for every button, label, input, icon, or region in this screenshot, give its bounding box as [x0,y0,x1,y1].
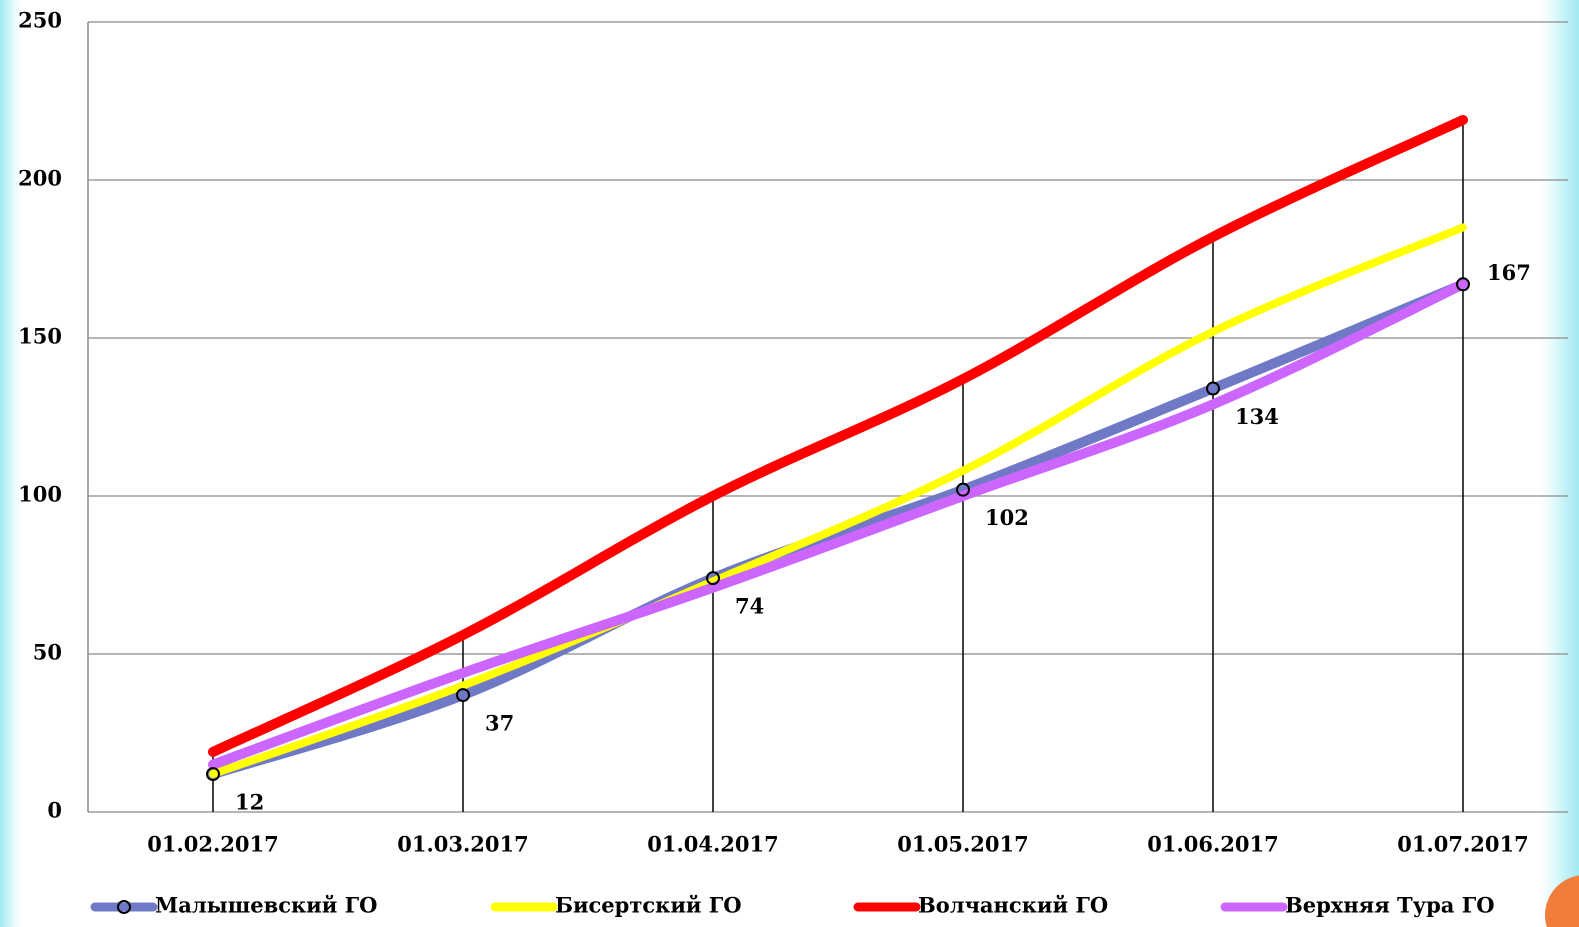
legend-label: Бисертский ГО [555,893,742,918]
series-line [208,279,1468,770]
y-tick-label: 50 [33,640,62,665]
y-tick-label: 0 [47,798,62,823]
data-label: 74 [735,594,764,619]
y-tick-label: 250 [18,8,62,33]
data-label: 12 [235,790,264,815]
data-label: 134 [1235,404,1279,429]
marker [206,767,220,782]
x-tick-label: 01.07.2017 [1397,832,1529,857]
marker [1206,381,1220,396]
x-tick-label: 01.04.2017 [647,832,779,857]
y-tick-label: 100 [18,482,62,507]
legend-label: Малышевский ГО [155,893,377,918]
legend-label: Волчанский ГО [918,893,1108,918]
data-label: 102 [985,505,1029,530]
x-tick-label: 01.05.2017 [897,832,1029,857]
legend-marker [117,900,131,914]
marker [706,571,720,586]
x-tick-label: 01.06.2017 [1147,832,1279,857]
x-tick-label: 01.02.2017 [147,832,279,857]
corner-decoration [1545,875,1579,927]
y-tick-label: 150 [18,324,62,349]
x-tick-label: 01.03.2017 [397,832,529,857]
marker [456,688,470,703]
data-label: 167 [1487,260,1531,285]
data-label: 37 [485,711,514,736]
series-line [209,223,1467,779]
y-tick-label: 200 [18,166,62,191]
series-line [208,114,1468,757]
series-line [208,279,1468,780]
legend-label: Верхняя Тура ГО [1285,893,1495,918]
marker [1456,277,1470,292]
marker [956,482,970,497]
